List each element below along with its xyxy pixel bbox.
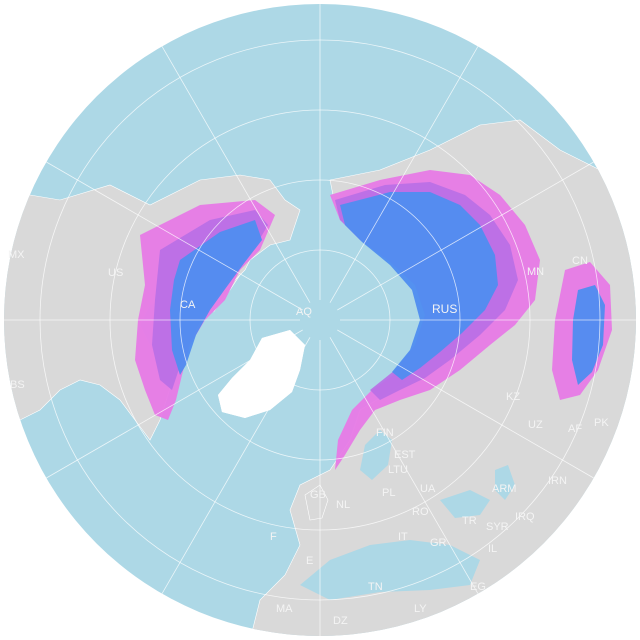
parallel-circle (249, 249, 391, 391)
label-arm: ARM (492, 483, 516, 495)
label-us: US (108, 267, 123, 279)
caspian-sea (495, 465, 515, 500)
label-bs: BS (10, 379, 25, 391)
range-inner-eurasia (340, 192, 498, 380)
label-tn: TN (368, 581, 383, 593)
meridian-line (46, 161, 303, 311)
label-ro: RO (412, 506, 429, 518)
parallel-circle (179, 179, 461, 461)
label-gr: GR (430, 537, 447, 549)
parallel-circle (109, 109, 531, 531)
label-ma: MA (276, 603, 293, 615)
label-nl: NL (336, 499, 350, 511)
label-af: AF (568, 423, 582, 435)
label-pl: PL (382, 487, 395, 499)
graticule (4, 4, 636, 636)
range-inner-north-america (170, 220, 262, 375)
label-gb: GB (310, 489, 326, 501)
label-cn: CN (572, 255, 588, 267)
meridian-line (337, 161, 594, 311)
label-e: E (306, 555, 313, 567)
label-tr: TR (462, 515, 477, 527)
baltic-sea (360, 430, 392, 480)
greenland-top (218, 330, 305, 418)
label-irq: IRQ (515, 511, 535, 523)
meridian-line (337, 329, 594, 479)
black-sea (440, 490, 490, 518)
meridian-line (329, 337, 479, 594)
label-dz: DZ (333, 615, 348, 627)
label-irn: IRN (548, 475, 567, 487)
label-il: IL (488, 543, 497, 555)
meridian-line (161, 337, 311, 594)
label-eg: EG (470, 581, 486, 593)
label-it: IT (398, 531, 408, 543)
meridian-line (46, 329, 303, 479)
label-fin: FIN (376, 427, 394, 439)
label-syr: SYR (486, 521, 509, 533)
country-labels: MX US CA BS AQ RUS MN CN KZ UZ AF PK IRN… (8, 249, 609, 627)
parallel-circle (39, 39, 601, 601)
label-est: EST (394, 449, 416, 461)
label-ca: CA (180, 299, 196, 311)
label-uz: UZ (528, 419, 543, 431)
meridian-line (161, 46, 311, 303)
label-aq: AQ (296, 306, 312, 318)
label-pk: PK (594, 417, 609, 429)
label-kz: KZ (506, 391, 520, 403)
label-ly: LY (414, 603, 427, 615)
label-mn: MN (527, 266, 544, 278)
label-rus: RUS (432, 302, 457, 316)
label-ua: UA (420, 483, 436, 495)
label-ltu: LTU (388, 464, 408, 476)
meridian-line (329, 46, 479, 303)
mediterranean-sea (300, 540, 480, 600)
range-inner-central-asia (572, 285, 605, 385)
label-f: F (270, 531, 277, 543)
land-britain (304, 484, 329, 521)
label-mx: MX (8, 249, 25, 261)
